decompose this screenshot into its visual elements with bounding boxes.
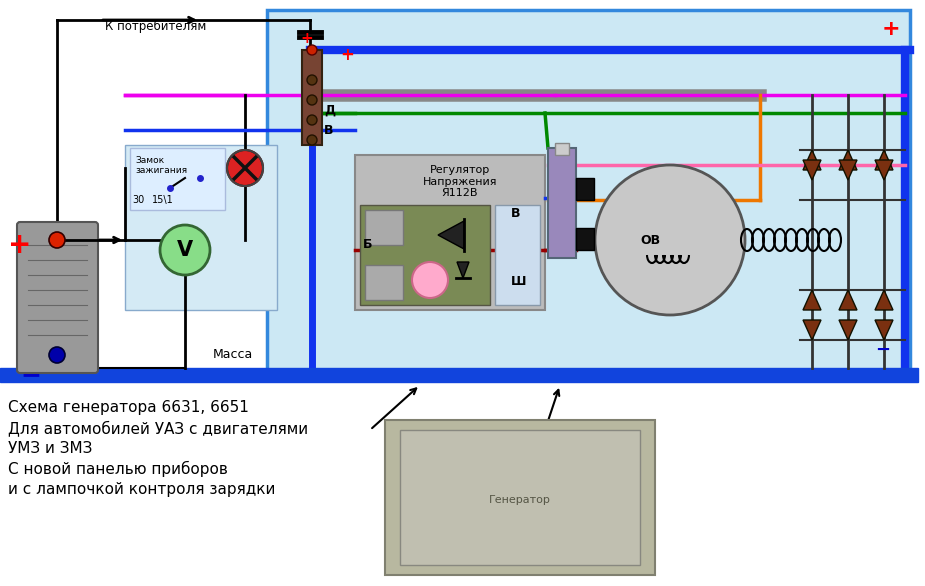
Circle shape bbox=[307, 95, 317, 105]
Circle shape bbox=[160, 225, 210, 275]
Bar bbox=[125, 145, 277, 310]
Text: +: + bbox=[300, 31, 313, 46]
Text: Ш: Ш bbox=[511, 275, 526, 288]
Polygon shape bbox=[875, 290, 893, 310]
Bar bbox=[576, 178, 594, 200]
Circle shape bbox=[307, 75, 317, 85]
Text: +: + bbox=[8, 231, 31, 259]
Text: К потребителям: К потребителям bbox=[105, 20, 206, 33]
Bar bbox=[385, 420, 655, 575]
Text: −: − bbox=[20, 363, 41, 387]
Bar bbox=[302, 50, 322, 145]
Bar bbox=[495, 205, 540, 305]
Circle shape bbox=[595, 165, 745, 315]
Text: −: − bbox=[875, 341, 890, 359]
Bar bbox=[267, 10, 910, 370]
Bar bbox=[400, 430, 640, 565]
Polygon shape bbox=[438, 221, 464, 249]
Circle shape bbox=[49, 347, 65, 363]
Bar bbox=[576, 228, 594, 250]
Text: 30: 30 bbox=[132, 195, 144, 205]
Text: В: В bbox=[324, 124, 334, 137]
Polygon shape bbox=[875, 150, 893, 170]
Text: V: V bbox=[177, 240, 193, 260]
Text: Генератор: Генератор bbox=[489, 495, 551, 505]
Text: Замок
зажигания: Замок зажигания bbox=[135, 156, 187, 175]
Text: В: В bbox=[511, 207, 521, 220]
Bar bbox=[555, 143, 569, 155]
Polygon shape bbox=[875, 320, 893, 340]
Text: 15\1: 15\1 bbox=[152, 195, 174, 205]
Polygon shape bbox=[803, 290, 821, 310]
Text: ОВ: ОВ bbox=[640, 233, 660, 247]
Bar bbox=[0, 368, 918, 382]
Bar bbox=[365, 210, 403, 245]
Text: Д: Д bbox=[324, 104, 335, 117]
Circle shape bbox=[307, 135, 317, 145]
Bar bbox=[548, 148, 576, 258]
Circle shape bbox=[307, 45, 317, 55]
Bar bbox=[130, 148, 225, 210]
Bar bbox=[360, 205, 490, 305]
Polygon shape bbox=[875, 160, 893, 180]
Circle shape bbox=[307, 115, 317, 125]
Polygon shape bbox=[803, 150, 821, 170]
Text: Регулятор
Напряжения
Я112В: Регулятор Напряжения Я112В bbox=[423, 165, 498, 198]
Polygon shape bbox=[839, 150, 857, 170]
Polygon shape bbox=[457, 262, 469, 278]
Polygon shape bbox=[839, 290, 857, 310]
Text: Б: Б bbox=[363, 239, 373, 251]
Polygon shape bbox=[803, 160, 821, 180]
Polygon shape bbox=[803, 320, 821, 340]
Text: Схема генератора 6631, 6651
Для автомобилей УАЗ с двигателями
УМЗ и ЗМЗ
С новой : Схема генератора 6631, 6651 Для автомоби… bbox=[8, 400, 308, 497]
Circle shape bbox=[49, 232, 65, 248]
Text: +: + bbox=[882, 19, 901, 39]
Bar bbox=[355, 155, 545, 310]
Polygon shape bbox=[839, 320, 857, 340]
Circle shape bbox=[227, 150, 263, 186]
Polygon shape bbox=[839, 160, 857, 180]
FancyBboxPatch shape bbox=[17, 222, 98, 373]
Circle shape bbox=[412, 262, 448, 298]
Text: +: + bbox=[340, 46, 354, 64]
Bar bbox=[365, 265, 403, 300]
Text: Масса: Масса bbox=[213, 348, 253, 361]
